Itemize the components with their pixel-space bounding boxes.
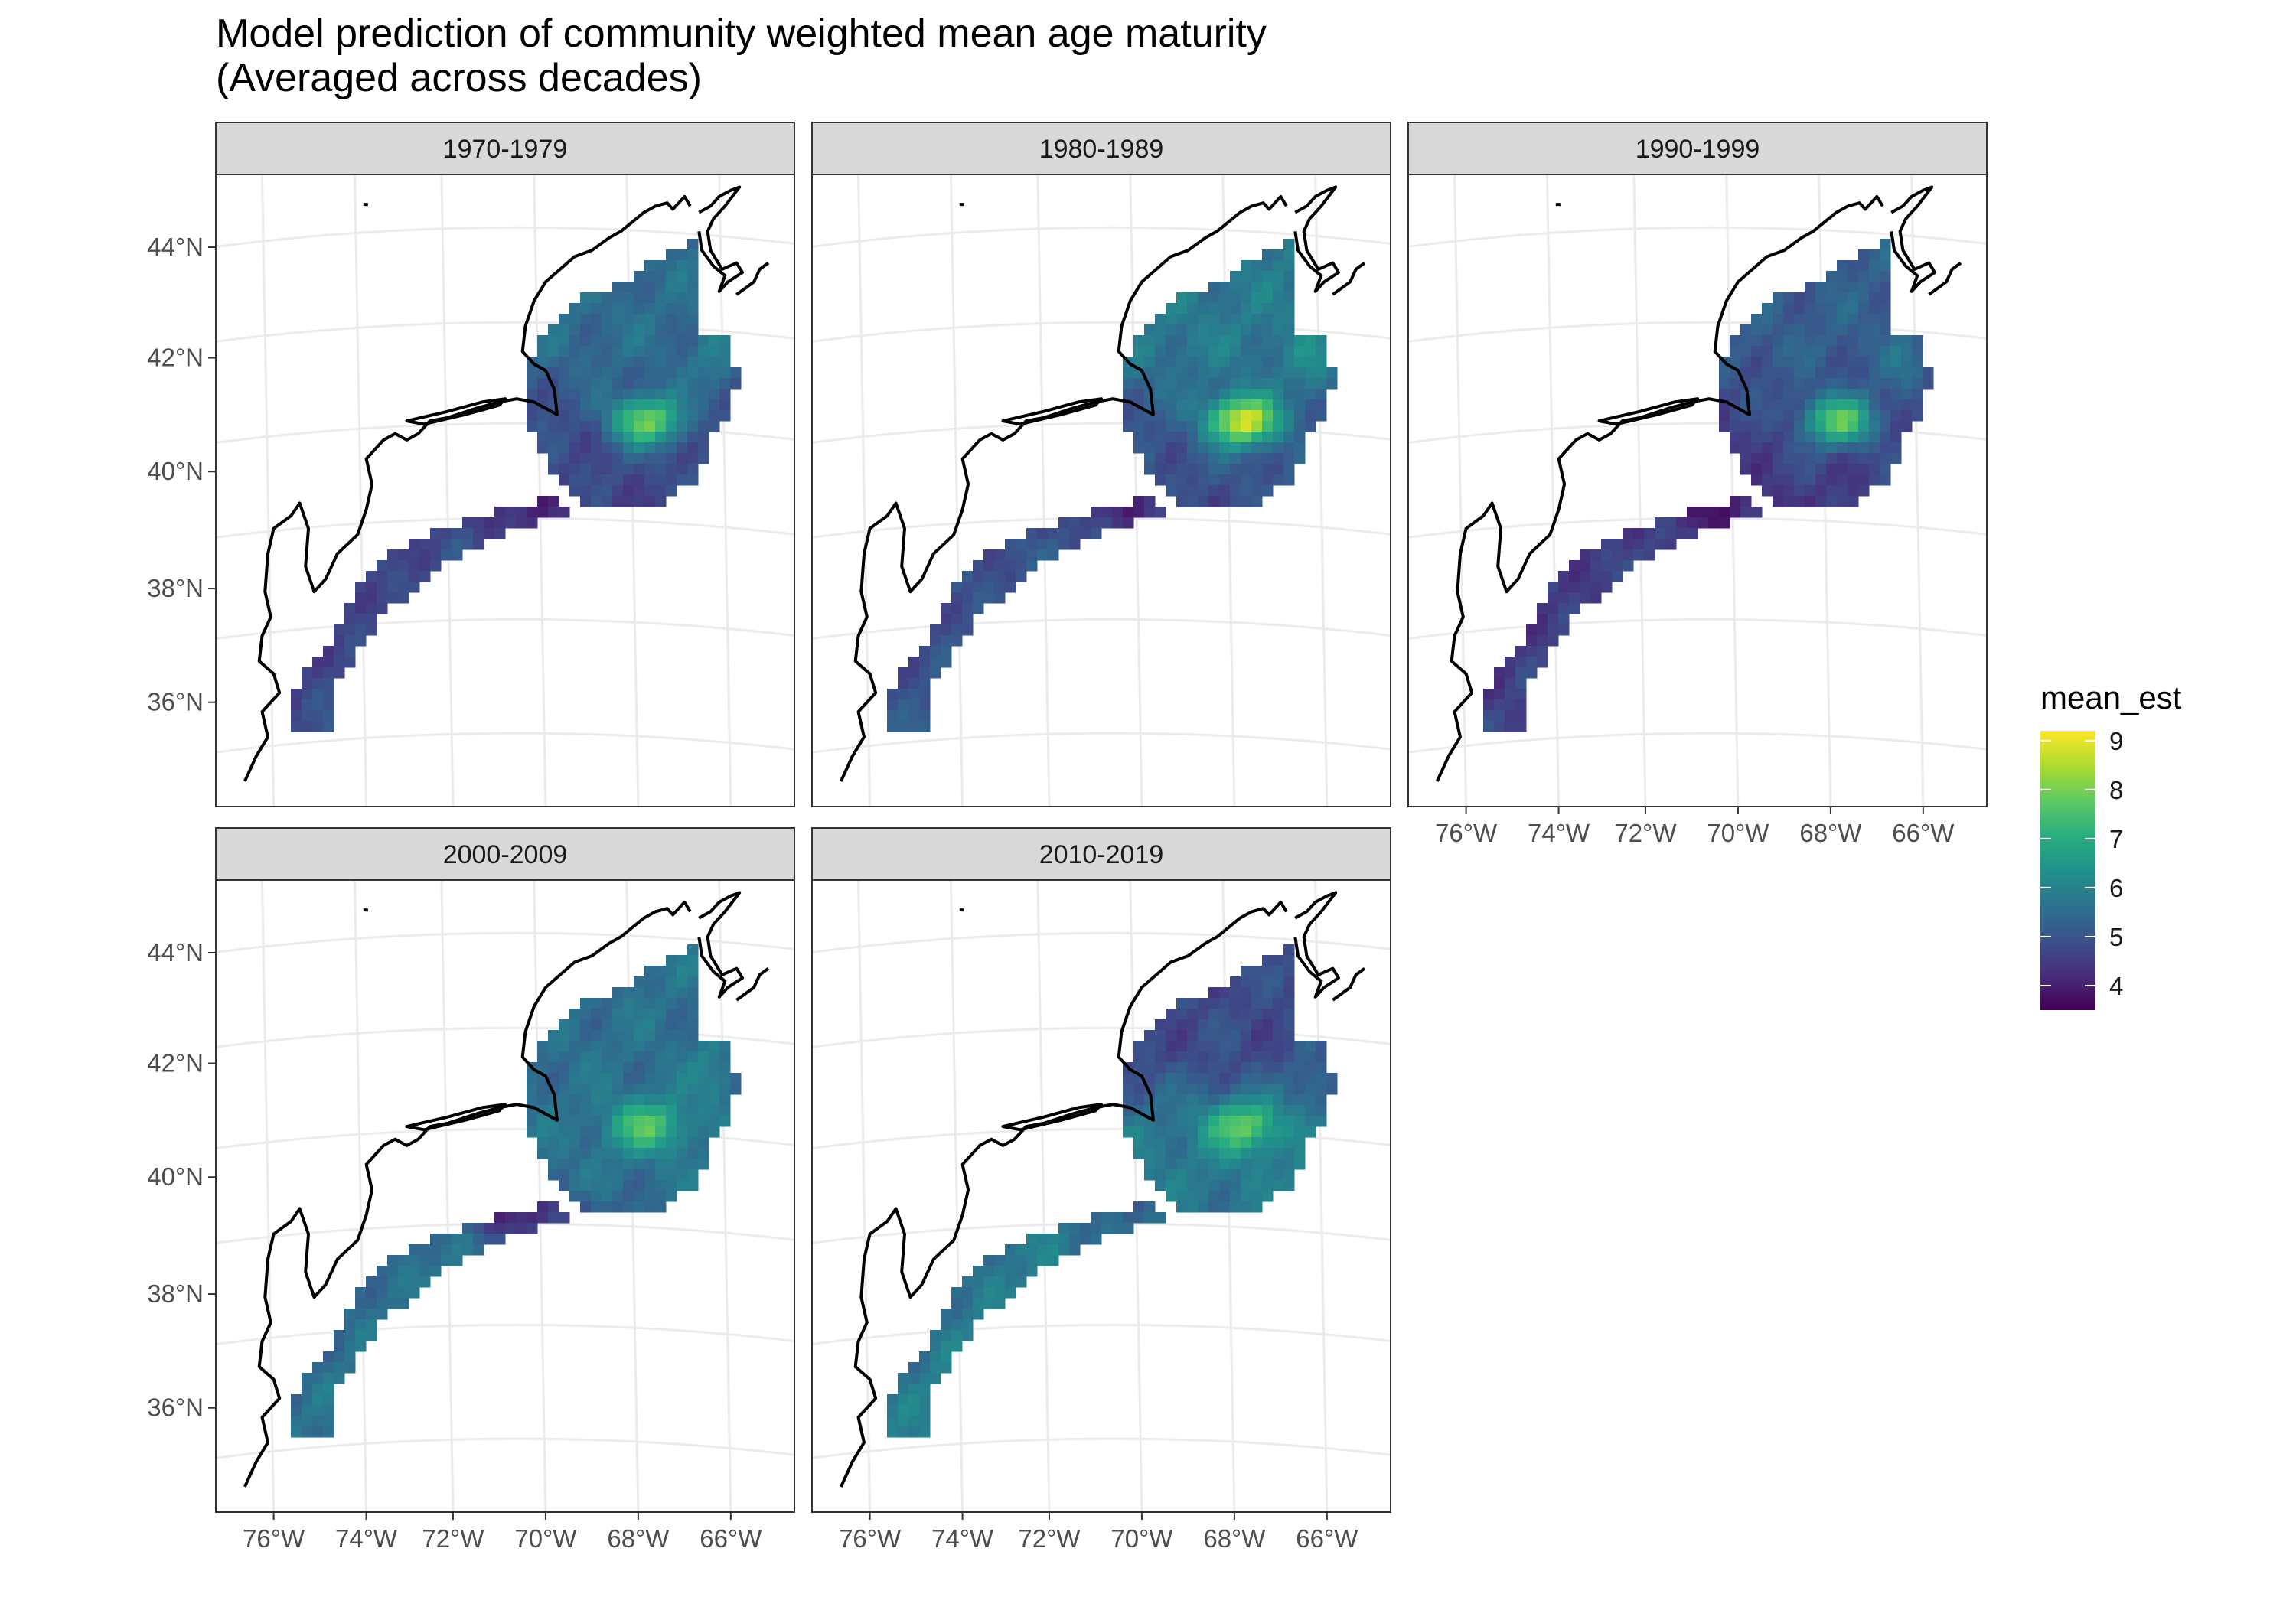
panel-border xyxy=(811,879,1391,1513)
lon-tick-label: 74°W xyxy=(1528,819,1590,847)
lon-tick-label: 68°W xyxy=(607,1524,670,1553)
facet-strip-label: 1970-1979 xyxy=(443,135,568,164)
graticule xyxy=(215,879,795,1513)
chart-title: Model prediction of community weighted m… xyxy=(216,11,1267,56)
map-panel xyxy=(215,174,795,807)
facet-strip: 2000-2009 xyxy=(215,827,795,881)
lon-tick-label: 66°W xyxy=(1296,1524,1358,1553)
coastline xyxy=(839,185,1366,782)
lon-tick-label: 68°W xyxy=(1203,1524,1266,1553)
legend-tick-label: 6 xyxy=(2109,874,2123,902)
lon-tick-label: 72°W xyxy=(1018,1524,1081,1553)
panel-border xyxy=(1407,174,1988,807)
lon-tick-label: 74°W xyxy=(931,1524,994,1553)
chart-subtitle: (Averaged across decades) xyxy=(216,56,702,100)
legend-tick-label: 5 xyxy=(2109,923,2123,951)
lon-tick-label: 72°W xyxy=(422,1524,484,1553)
lat-tick-label: 42°N xyxy=(147,344,204,372)
lon-tick-label: 72°W xyxy=(1614,819,1677,847)
lat-tick-label: 40°N xyxy=(147,457,204,485)
panel-border xyxy=(215,174,795,807)
lat-tick-label: 40°N xyxy=(147,1162,204,1191)
map-panel xyxy=(1407,174,1988,807)
legend-tick-label: 7 xyxy=(2109,825,2123,853)
facet-strip-label: 1980-1989 xyxy=(1039,135,1164,164)
prediction-heatmap xyxy=(291,239,742,732)
lat-tick-label: 44°N xyxy=(147,233,204,261)
lon-tick-label: 66°W xyxy=(700,1524,762,1553)
lon-tick-label: 74°W xyxy=(335,1524,398,1553)
legend-tick-label: 4 xyxy=(2109,972,2123,1000)
lat-tick-label: 38°N xyxy=(147,574,204,602)
coastline xyxy=(839,891,1366,1488)
facet-strip-label: 1990-1999 xyxy=(1636,135,1760,164)
coastline xyxy=(243,891,770,1488)
lon-tick-label: 76°W xyxy=(839,1524,902,1553)
map-panel xyxy=(811,174,1391,807)
lon-tick-label: 70°W xyxy=(1110,1524,1173,1553)
axes: 44°N 42°N 40°N 38°N 36°N 76°W 74°W 72°W 70°W 68°W… xyxy=(147,233,1955,1553)
facet-strip: 1970-1979 xyxy=(215,122,795,175)
lon-tick-label: 70°W xyxy=(514,1524,577,1553)
legend-tick-label: 9 xyxy=(2109,727,2123,755)
facet-strip: 2010-2019 xyxy=(811,827,1391,881)
panel-border xyxy=(215,879,795,1513)
color-legend: mean_est 9 8 7 6 5 4 xyxy=(2040,680,2182,1010)
lat-tick-label: 44°N xyxy=(147,938,204,966)
legend-colorbar xyxy=(2040,731,2095,1010)
prediction-heatmap xyxy=(291,944,742,1438)
facet-panels: 1970-1979 1980-1989 1990-1999 2000-2009 2010… xyxy=(215,122,1988,1513)
prediction-heatmap xyxy=(887,239,1338,732)
lon-tick-label: 70°W xyxy=(1707,819,1769,847)
facet-strip-label: 2010-2019 xyxy=(1039,840,1164,869)
prediction-heatmap xyxy=(887,944,1338,1438)
legend-ticks: 9 8 7 6 5 4 xyxy=(2040,727,2123,1000)
map-panel xyxy=(215,879,795,1513)
facet-strip: 1990-1999 xyxy=(1407,122,1988,175)
lon-tick-label: 76°W xyxy=(243,1524,305,1553)
lat-tick-label: 38°N xyxy=(147,1279,204,1308)
lat-tick-label: 42°N xyxy=(147,1049,204,1077)
lat-tick-label: 36°N xyxy=(147,1393,204,1422)
lon-tick-label: 66°W xyxy=(1892,819,1955,847)
lon-tick-label: 76°W xyxy=(1435,819,1498,847)
facet-strip: 1980-1989 xyxy=(811,122,1391,175)
prediction-heatmap xyxy=(1483,239,1934,732)
facet-strip-label: 2000-2009 xyxy=(443,840,568,869)
legend-title: mean_est xyxy=(2040,680,2182,715)
coastline xyxy=(1435,185,1962,782)
coastline xyxy=(243,185,770,782)
panel-border xyxy=(811,174,1391,807)
lat-tick-label: 36°N xyxy=(147,688,204,716)
lon-tick-label: 68°W xyxy=(1799,819,1862,847)
map-panel xyxy=(811,879,1391,1513)
legend-tick-label: 8 xyxy=(2109,776,2123,804)
